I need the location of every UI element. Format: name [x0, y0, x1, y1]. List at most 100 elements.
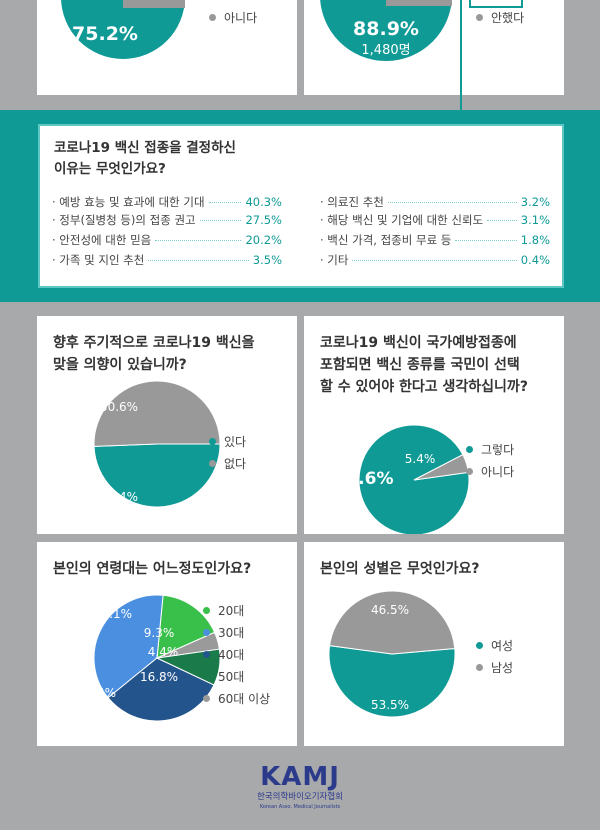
legend-dot — [466, 445, 473, 453]
reason-label: · 기타 — [320, 253, 349, 267]
legend-item: 없다 — [209, 452, 246, 474]
reason-dots — [352, 259, 517, 261]
legend-item: 50대 — [203, 665, 270, 687]
reason-value: 3.5% — [252, 253, 282, 267]
reason-item: · 해당 백신 및 기업에 대한 신뢰도 3.1% — [320, 211, 550, 229]
reason-dots — [487, 219, 517, 221]
chart-title-line: 할 수 있어야 한다고 생각하십니까? — [320, 379, 528, 395]
chart-title: 본인의 연령대는 어느정도인가요? — [53, 558, 251, 580]
top-left-pie: 75.2% — [61, 0, 185, 59]
legend-item: 남성 — [476, 656, 513, 678]
reason-value: 0.4% — [520, 253, 550, 267]
legend-item: 20대 — [203, 599, 270, 621]
reason-dots — [148, 259, 249, 261]
legend-label: 여성 — [491, 638, 514, 653]
legend-dot — [203, 606, 210, 614]
legend-label: 20대 — [218, 603, 245, 618]
pie-slice-없다 — [93, 380, 221, 447]
legend-dot — [203, 628, 210, 636]
legend-item: 아니다 — [466, 460, 514, 482]
reason-label: · 안전성에 대한 믿음 — [52, 233, 152, 247]
pie-data-label: 5.4% — [405, 452, 436, 466]
pie-data-label: 32.1% — [94, 607, 132, 621]
chart-title-line: 본인의 성별은 무엇인가요? — [320, 561, 480, 577]
logo-subtitle-en: Korean Asso. Medical Journalists — [259, 804, 341, 810]
pie-data-label: 53.5% — [371, 698, 409, 712]
chart-title-line: 본인의 연령대는 어느정도인가요? — [53, 561, 252, 577]
top-left-card: 75.2% 아니다 — [37, 0, 297, 95]
reason-item: · 기타 0.4% — [320, 251, 550, 269]
legend-dot — [476, 641, 483, 649]
reason-value: 3.2% — [520, 195, 550, 209]
legend-item: 30대 — [203, 621, 270, 643]
top-left-pie-value: 75.2% — [72, 23, 138, 45]
pie-chart-gender: 53.5% 46.5% — [328, 590, 456, 718]
pie-data-label: 16.8% — [140, 670, 178, 684]
top-right-pie-value: 88.9% — [353, 18, 419, 40]
chart-title-line: 맞을 의향이 있습니까? — [53, 357, 187, 373]
top-right-card: 88.9% 1,480명 안했다 — [304, 0, 564, 95]
reasons-title: 코로나19 백신 접종을 결정하신 이유는 무엇인가요? — [54, 138, 236, 180]
top-right-pie-circle — [320, 0, 452, 61]
chart-card-intent: 향후 주기적으로 코로나19 백신을 맞을 의향이 있습니까? 49.4% 50.… — [37, 316, 297, 534]
reason-dots — [155, 239, 242, 241]
legend-dot — [209, 13, 216, 21]
pie-slice-60대 이상 — [156, 631, 220, 659]
top-left-pie-gray-slice — [123, 0, 185, 8]
reason-item: · 가족 및 지인 추천 3.5% — [52, 251, 282, 269]
legend-label: 40대 — [218, 647, 245, 662]
reason-label: · 해당 백신 및 기업에 대한 신뢰도 — [320, 213, 484, 227]
legend-item: 여성 — [476, 634, 513, 656]
legend-dot — [476, 13, 483, 21]
legend-item: 그렇다 — [466, 438, 514, 460]
legend-dot — [466, 467, 473, 475]
chart-legend: 20대 30대 40대 50대 60대 이상 — [203, 599, 270, 709]
logo-subtitle: 한국의학바이오기자협회 — [256, 792, 344, 802]
pie-data-label: 9.3% — [144, 626, 175, 640]
legend-dot — [203, 694, 210, 702]
reason-value: 3.1% — [520, 213, 550, 227]
reason-dots — [455, 239, 517, 241]
reason-item: · 안전성에 대한 믿음 20.2% — [52, 231, 282, 249]
chart-title: 코로나19 백신이 국가예방접종에 포함되면 백신 종류를 국민이 선택 할 수… — [320, 332, 528, 398]
top-left-pie-circle — [61, 0, 185, 59]
reason-dots — [387, 201, 517, 203]
reason-label: · 예방 효능 및 효과에 대한 기대 — [52, 195, 205, 209]
reason-label: · 백신 가격, 접종비 무료 등 — [320, 233, 452, 247]
pie-data-label: 4.4% — [148, 645, 179, 659]
reason-value: 1.8% — [520, 233, 550, 247]
reason-label: · 가족 및 지인 추천 — [52, 253, 145, 267]
legend-label-no: 아니다 — [224, 10, 258, 25]
chart-title-line: 향후 주기적으로 코로나19 백신을 — [53, 335, 255, 351]
chart-card-age: 본인의 연령대는 어느정도인가요? 16.8% 37.4% 32.1% 9.3% 4.4… — [37, 542, 297, 746]
pie-slice-있다 — [93, 443, 221, 508]
legend-item: 있다 — [209, 430, 246, 452]
pie-data-label: 50.6% — [100, 400, 138, 414]
reason-value: 40.3% — [245, 195, 282, 209]
reason-label: · 정부(질병청 등)의 접종 권고 — [52, 213, 196, 227]
pie-data-label: 94.6% — [335, 469, 394, 489]
top-left-legend: 아니다 — [209, 6, 257, 28]
legend-dot — [209, 459, 216, 467]
chart-title: 향후 주기적으로 코로나19 백신을 맞을 의향이 있습니까? — [53, 332, 255, 376]
pie-slice-30대 — [93, 594, 164, 699]
connector-line — [460, 0, 462, 112]
pie-slice-여성 — [328, 645, 456, 718]
legend-dot — [209, 437, 216, 445]
legend-label: 그렇다 — [481, 442, 515, 457]
top-right-pie-gray-slice — [386, 0, 452, 6]
chart-title-line: 코로나19 백신이 국가예방접종에 — [320, 335, 517, 351]
pie-slice-남성 — [328, 590, 456, 655]
pie-slice-20대 — [156, 594, 216, 659]
legend-label: 30대 — [218, 625, 245, 640]
legend-label: 60대 이상 — [218, 691, 271, 706]
legend-label: 있다 — [224, 434, 247, 449]
reason-item: · 정부(질병청 등)의 접종 권고 27.5% — [52, 211, 282, 229]
pie-data-label: 46.5% — [371, 603, 409, 617]
logo-text: KAMJ — [260, 762, 340, 792]
pie-data-label: 49.4% — [100, 490, 138, 504]
